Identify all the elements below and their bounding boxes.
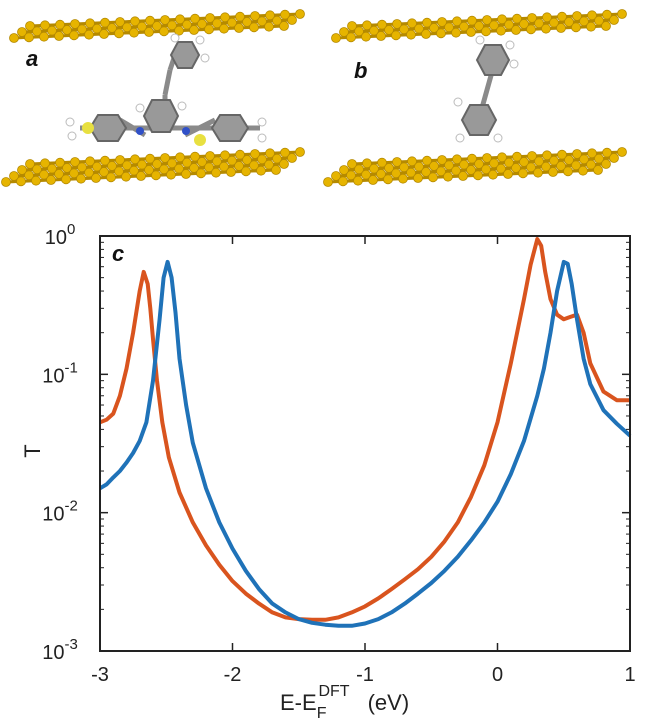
y-tick-label: 100	[45, 221, 76, 249]
x-tick-label: -3	[91, 664, 109, 686]
series-layer	[98, 237, 632, 628]
x-tick-label: -1	[356, 664, 374, 686]
y-tick-label: 10-3	[42, 636, 78, 664]
gold-sheet-bottom-left	[1, 147, 305, 187]
x-axis-label-sup: DFT	[318, 683, 349, 700]
transmission-chart: -3 -2 -1 0 1 10-3 10-2 10-1 100 c T E-EF DFT (eV)	[20, 221, 636, 722]
y-tick-label: 10-1	[42, 359, 78, 387]
panel-label-b: b	[354, 58, 368, 83]
gold-sheet-top-left	[9, 9, 305, 43]
molecule-b	[453, 35, 519, 143]
gold-sheet-top-right	[331, 9, 627, 43]
molecule-a	[65, 33, 267, 146]
x-tick-label: 1	[624, 664, 635, 686]
x-axis-label-main: E-E	[280, 690, 317, 715]
x-axis-label: E-EF DFT (eV)	[280, 683, 409, 722]
x-axis-label-unit: (eV)	[368, 690, 410, 715]
y-axis-label: T	[20, 444, 45, 457]
x-axis-label-sub: F	[317, 705, 327, 722]
gold-sheet-bottom-right	[323, 147, 627, 187]
panel-label-a: a	[26, 46, 39, 71]
y-tick-label: 10-2	[42, 498, 78, 526]
x-tick-label: 0	[492, 664, 503, 686]
series-line-2	[98, 259, 632, 628]
gold-electrodes	[1, 9, 627, 187]
panel-label-c: c	[112, 241, 124, 266]
series-line-1	[99, 237, 630, 622]
molecular-junction-illustration	[1, 9, 627, 187]
x-tick-label: -2	[224, 664, 242, 686]
axis-ticks: -3 -2 -1 0 1 10-3 10-2 10-1 100	[42, 221, 635, 686]
